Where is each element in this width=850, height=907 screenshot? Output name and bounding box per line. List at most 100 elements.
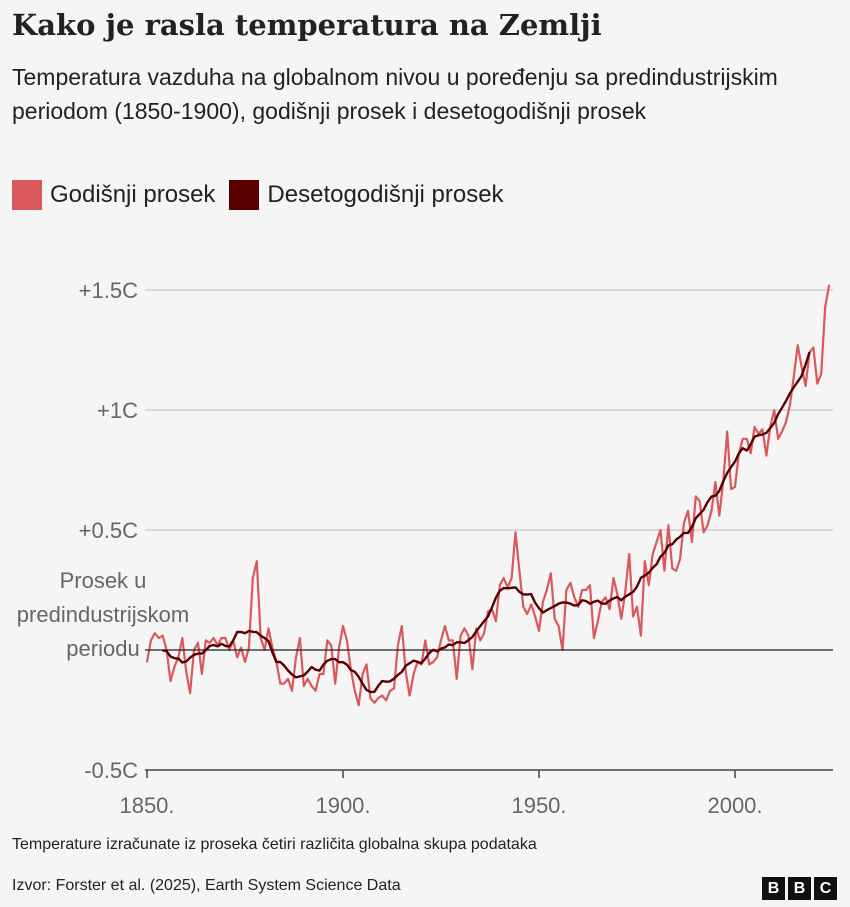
annual-point bbox=[777, 438, 779, 440]
decadal-point bbox=[471, 636, 474, 638]
decadal-point bbox=[530, 593, 532, 595]
annual-point bbox=[303, 685, 305, 687]
y-tick-label: +1.5C bbox=[79, 278, 138, 303]
annual-point bbox=[538, 630, 540, 632]
decadal-point bbox=[350, 669, 352, 671]
decadal-point bbox=[710, 495, 713, 498]
annual-point bbox=[726, 430, 728, 433]
decadal-point bbox=[636, 585, 638, 588]
annual-point bbox=[299, 637, 301, 639]
annual-point bbox=[451, 639, 454, 642]
annual-point bbox=[644, 560, 646, 562]
decadal-point bbox=[800, 375, 803, 377]
annual-point bbox=[663, 570, 666, 572]
decadal-point bbox=[714, 494, 717, 497]
decadal-point bbox=[589, 602, 591, 605]
annual-point bbox=[593, 637, 595, 639]
decadal-point bbox=[506, 587, 509, 590]
annual-point bbox=[589, 584, 591, 586]
decadal-point bbox=[255, 631, 258, 634]
annual-point bbox=[624, 591, 627, 594]
decadal-point bbox=[491, 606, 493, 609]
decadal-point bbox=[201, 652, 203, 655]
decadal-point bbox=[644, 574, 646, 577]
decadal-point bbox=[651, 567, 654, 569]
annual-point bbox=[553, 618, 556, 620]
decadal-point bbox=[565, 601, 568, 604]
annual-point bbox=[432, 661, 434, 663]
annual-point bbox=[702, 531, 705, 534]
decadal-point bbox=[299, 675, 301, 678]
annual-point bbox=[240, 646, 242, 649]
bbc-logo-letter: B bbox=[788, 877, 811, 900]
annual-point bbox=[679, 558, 681, 560]
annual-point bbox=[785, 421, 787, 423]
x-tick-label: 1950. bbox=[511, 793, 566, 818]
annual-point bbox=[252, 577, 254, 579]
decadal-point bbox=[267, 640, 270, 642]
annual-point bbox=[455, 678, 458, 680]
decadal-point bbox=[659, 555, 662, 558]
x-tick-label: 1900. bbox=[315, 793, 370, 818]
bbc-logo-letter: C bbox=[814, 877, 837, 900]
decadal-point bbox=[569, 602, 572, 605]
decadal-point bbox=[698, 513, 701, 515]
decadal-point bbox=[612, 597, 615, 600]
annual-point bbox=[828, 284, 830, 287]
decadal-point bbox=[706, 501, 709, 503]
decadal-point bbox=[620, 599, 623, 602]
decadal-point bbox=[597, 599, 599, 602]
decadal-point bbox=[667, 544, 670, 547]
decadal-point bbox=[248, 630, 250, 632]
annual-point bbox=[640, 634, 642, 637]
decadal-point bbox=[393, 677, 395, 680]
y-tick-label: +0.5C bbox=[79, 518, 138, 543]
annual-point bbox=[671, 567, 674, 570]
annual-point bbox=[220, 637, 223, 639]
decadal-point bbox=[585, 600, 587, 602]
decadal-point bbox=[640, 576, 642, 579]
annual-point bbox=[279, 682, 282, 685]
annual-point bbox=[820, 373, 823, 375]
annual-point bbox=[326, 639, 329, 642]
decadal-point bbox=[197, 652, 199, 655]
decadal-point bbox=[346, 663, 348, 666]
annual-point bbox=[440, 639, 442, 642]
decadal-point bbox=[369, 691, 372, 693]
decadal-point bbox=[189, 656, 191, 659]
decadal-point bbox=[259, 635, 262, 637]
decadal-point bbox=[420, 662, 423, 664]
annual-point bbox=[189, 692, 191, 694]
decadal-point bbox=[365, 689, 368, 691]
annual-point bbox=[373, 702, 376, 704]
decadal-point bbox=[408, 662, 411, 664]
annual-point bbox=[401, 625, 403, 627]
decadal-point bbox=[220, 642, 223, 645]
annual-point bbox=[369, 697, 372, 699]
decadal-point bbox=[675, 538, 677, 541]
baseline-label: periodu bbox=[66, 636, 139, 661]
decadal-point bbox=[455, 641, 458, 644]
annual-point bbox=[632, 615, 634, 618]
decadal-point bbox=[757, 434, 760, 437]
annual-point bbox=[397, 644, 399, 646]
annual-point bbox=[467, 634, 470, 637]
annual-point bbox=[816, 382, 819, 385]
decadal-point bbox=[632, 591, 634, 593]
decadal-point bbox=[734, 460, 736, 463]
annual-point bbox=[691, 541, 693, 543]
decadal-point bbox=[385, 680, 387, 683]
annual-point bbox=[146, 661, 148, 663]
decadal-point bbox=[448, 643, 450, 646]
annual-point bbox=[706, 524, 709, 526]
decadal-point bbox=[781, 407, 783, 409]
annual-point bbox=[173, 666, 176, 668]
decadal-point bbox=[808, 351, 811, 354]
decadal-point bbox=[181, 661, 184, 664]
decadal-point bbox=[240, 631, 242, 633]
annual-point bbox=[448, 639, 450, 642]
decadal-point bbox=[463, 642, 466, 644]
decadal-point bbox=[279, 661, 282, 663]
annual-point bbox=[542, 601, 544, 603]
decadal-point bbox=[726, 472, 728, 474]
